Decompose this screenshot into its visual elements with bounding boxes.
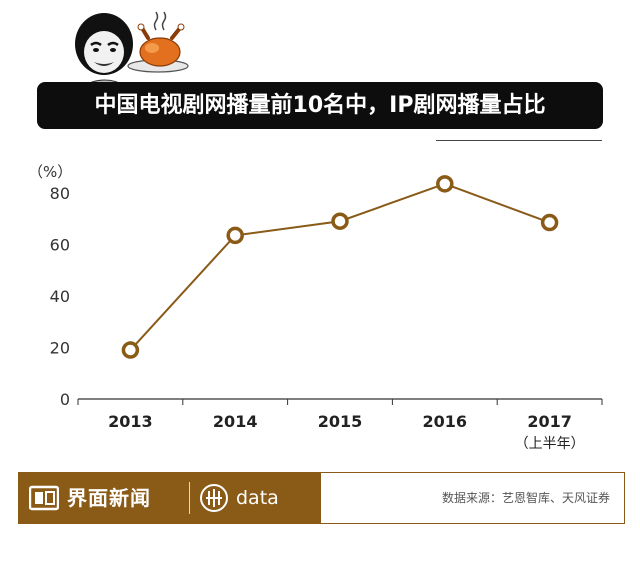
chart-title: 中国电视剧网播量前10名中，IP剧网播量占比: [94, 93, 546, 118]
footer-brand-panel: 界面新闻 data says: [19, 473, 321, 559]
title-banner: 中国电视剧网播量前10名中，IP剧网播量占比: [37, 82, 603, 129]
x-tick-sublabel: （上半年）: [515, 436, 585, 452]
y-tick-label: 20: [50, 338, 70, 357]
y-tick-label: 40: [50, 287, 70, 306]
footer-divider: [189, 482, 190, 514]
line-chart: （%） 0 20 40 60 80 2013 2014 2015 2016 2017 （上半年）: [28, 163, 603, 452]
data-point: [331, 212, 349, 230]
data-says-icon: [200, 484, 228, 512]
newspaper-icon: [29, 485, 59, 511]
meme-illustration: [75, 11, 189, 88]
brand-name: 界面新闻: [67, 486, 151, 510]
x-tick-label: 2016: [423, 412, 468, 431]
y-tick-label: 0: [60, 390, 70, 409]
x-tick-label: 2013: [108, 412, 153, 431]
y-axis-unit: （%）: [28, 163, 72, 181]
y-tick-label: 60: [50, 235, 70, 254]
data-point: [436, 175, 454, 193]
x-tick-label: 2015: [318, 412, 363, 431]
series-line: [129, 182, 550, 351]
data-point: [121, 341, 140, 359]
x-tick-label: 2017: [527, 412, 572, 431]
x-tick-label: 2014: [213, 412, 258, 431]
data-says-label: data says: [236, 487, 279, 559]
data-source: 数据来源：艺恩智库、天风证券: [441, 491, 610, 505]
data-point: [226, 226, 244, 245]
data-point: [540, 213, 559, 232]
footer-bar: 界面新闻 data says 数据来源：艺恩智库、天风证券: [18, 472, 625, 559]
y-tick-label: 80: [50, 184, 70, 203]
title-underline: [436, 140, 602, 141]
